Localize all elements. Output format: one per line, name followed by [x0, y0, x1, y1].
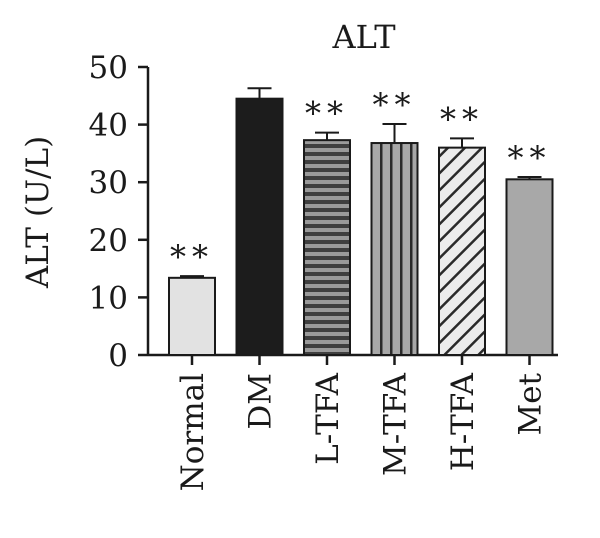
y-tick-label: 50 — [89, 50, 128, 86]
category-label-normal: Normal — [175, 373, 211, 491]
significance-normal: ** — [170, 238, 214, 276]
significance-l-tfa: ** — [305, 95, 349, 133]
bar-l-tfa — [303, 139, 351, 356]
y-axis-label: ALT (U/L) — [20, 136, 56, 289]
bars — [168, 87, 554, 357]
category-label-dm: DM — [243, 373, 279, 430]
y-tick-label: 30 — [89, 165, 128, 201]
bar-m-tfa — [370, 142, 419, 356]
category-label-l-tfa: L-TFA — [310, 372, 346, 464]
y-tick-label: 10 — [89, 280, 128, 316]
significance-h-tfa: ** — [440, 100, 484, 138]
bar-h-tfa — [438, 146, 486, 356]
category-label-h-tfa: H-TFA — [445, 372, 481, 471]
y-tick-label: 40 — [89, 108, 128, 144]
y-tick-label: 20 — [89, 223, 128, 259]
axes: 0 10 20 30 40 50 — [89, 50, 558, 374]
bar-met — [505, 178, 554, 356]
significance-m-tfa: ** — [373, 86, 417, 124]
bar-dm — [235, 97, 284, 357]
significance-met: ** — [508, 139, 552, 177]
chart-title: ALT — [331, 18, 396, 56]
category-label-m-tfa: M-TFA — [378, 372, 414, 476]
bar-normal — [168, 276, 216, 357]
category-label-met: Met — [513, 372, 549, 435]
labels: ** Normal DM ** L-TFA ** M-TFA ** H-TFA ** Met — [170, 86, 552, 491]
y-tick-label: 0 — [108, 338, 128, 374]
